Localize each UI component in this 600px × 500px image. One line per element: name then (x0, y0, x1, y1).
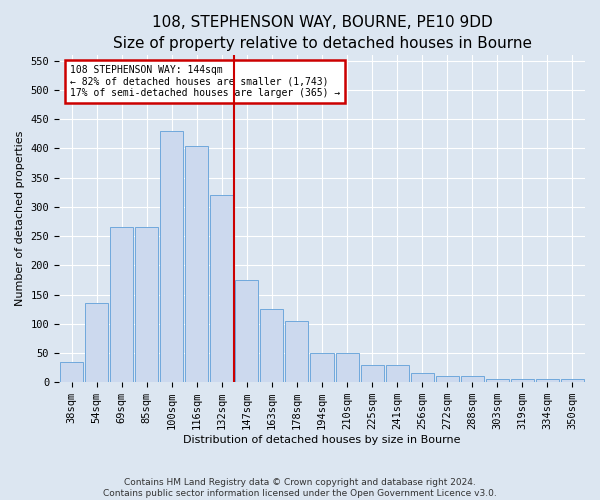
Bar (486, 380, 509, 382)
Bar (436, 376, 459, 382)
Bar (60, 362, 83, 382)
Bar (461, 376, 484, 382)
Bar (386, 364, 409, 382)
Bar (85, 304, 108, 382)
Bar (410, 374, 434, 382)
Bar (310, 353, 334, 382)
Bar (335, 353, 359, 382)
Title: 108, STEPHENSON WAY, BOURNE, PE10 9DD
Size of property relative to detached hous: 108, STEPHENSON WAY, BOURNE, PE10 9DD Si… (113, 15, 532, 51)
Bar (286, 321, 308, 382)
Bar (135, 228, 158, 382)
Bar (511, 380, 534, 382)
Text: Contains HM Land Registry data © Crown copyright and database right 2024.
Contai: Contains HM Land Registry data © Crown c… (103, 478, 497, 498)
Bar (536, 380, 559, 382)
Y-axis label: Number of detached properties: Number of detached properties (15, 131, 25, 306)
Bar (185, 146, 208, 382)
Bar (235, 280, 259, 382)
Bar (361, 364, 383, 382)
Bar (110, 228, 133, 382)
Bar (260, 309, 283, 382)
X-axis label: Distribution of detached houses by size in Bourne: Distribution of detached houses by size … (183, 435, 461, 445)
Text: 108 STEPHENSON WAY: 144sqm
← 82% of detached houses are smaller (1,743)
17% of s: 108 STEPHENSON WAY: 144sqm ← 82% of deta… (70, 65, 340, 98)
Bar (561, 380, 584, 382)
Bar (211, 195, 233, 382)
Bar (160, 131, 183, 382)
